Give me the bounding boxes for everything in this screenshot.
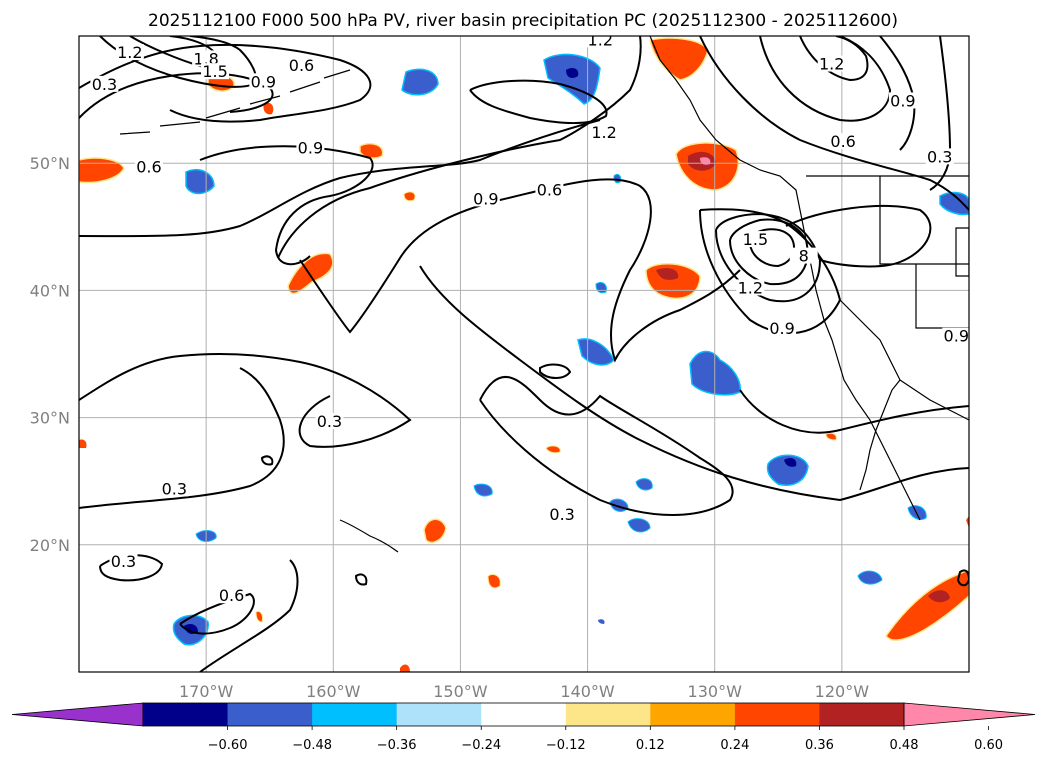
colorbar-extend-max	[903, 702, 1036, 727]
contour-label: 1.2	[819, 55, 844, 74]
contour-label-bg	[109, 552, 138, 569]
colorbar-segment	[227, 703, 313, 726]
contour-label: 0.6	[830, 132, 855, 151]
colorbar-segment	[143, 703, 229, 726]
lon-tick-label: 170°W	[179, 682, 234, 701]
contour-label-bg	[471, 190, 500, 207]
contour-label-bg	[192, 50, 221, 67]
contour-label: 0.9	[251, 72, 276, 91]
contour-label: 1.2	[117, 43, 142, 62]
contour-label-bg	[287, 56, 316, 73]
contour-label: 0.9	[944, 327, 969, 346]
colorbar-frame	[142, 702, 905, 727]
colorbar-segment	[481, 703, 567, 726]
contour-label: 1.2	[591, 123, 616, 142]
pv-contours	[79, 36, 969, 672]
colorbar-tick-label: 0.60	[974, 738, 1003, 753]
latitude-labels: 20°N 30°N 40°N 50°N	[30, 154, 70, 555]
lon-tick-label: 140°W	[560, 682, 615, 701]
colorbar-segment	[396, 703, 482, 726]
map-panel: 1.2 1.81.50.90.60.30.90.61.21.21.20.90.60…	[79, 30, 969, 672]
contour-label-bg	[315, 412, 344, 429]
contour-label-bg	[201, 63, 230, 80]
map-frame	[78, 35, 970, 673]
contour-label-bg	[925, 148, 954, 165]
contour-label-bg	[296, 139, 325, 156]
lat-tick-label: 50°N	[30, 154, 70, 173]
contour-label: 0.9	[890, 91, 915, 110]
colorbar-tick-label: 0.36	[805, 738, 834, 753]
contour-label-bg	[586, 36, 615, 48]
lat-tick-label: 40°N	[30, 281, 70, 300]
colorbar-tick-label: −0.48	[292, 738, 332, 753]
contour-label-bg	[942, 327, 969, 344]
lon-tick-label: 150°W	[433, 682, 488, 701]
colorbar-segment	[565, 703, 651, 726]
colorbar-segment	[819, 703, 905, 726]
contour-label: 0.3	[927, 147, 952, 166]
contour-label-bg	[789, 247, 818, 264]
contour-label: 0.3	[317, 412, 342, 431]
colorbar-tick-label: −0.12	[546, 738, 586, 753]
contour-label: 0.6	[136, 158, 161, 177]
contour-label-bg	[160, 480, 189, 497]
colorbar-tick-label: −0.60	[208, 738, 248, 753]
lon-tick-label: 130°W	[688, 682, 743, 701]
contour-label-bg	[249, 73, 278, 90]
lat-tick-label: 20°N	[30, 536, 70, 555]
contour-label-bg	[115, 44, 144, 61]
contour-label-bg	[888, 92, 917, 109]
lat-tick-label: 30°N	[30, 409, 70, 428]
colorbar-tick-label: 0.12	[636, 738, 665, 753]
contour-label-bg	[736, 279, 765, 296]
map-title: 2025112100 F000 500 hPa PV, river basin …	[148, 11, 898, 31]
contour-label: 0.3	[549, 505, 574, 524]
contour-label-bg	[548, 505, 577, 522]
colorbar	[11, 702, 1036, 727]
contour-labels: 1.2 1.81.50.90.60.30.90.61.21.21.20.90.60…	[90, 30, 969, 605]
lon-tick-label: 160°W	[306, 682, 361, 701]
contour-label: 0.9	[473, 189, 498, 208]
contour-label: 1.5	[202, 62, 227, 81]
colorbar-tick-label: 0.48	[890, 738, 919, 753]
contour-label: 1.2	[738, 278, 763, 297]
gridlines	[79, 36, 969, 672]
colorbar-tick-labels: −0.60 −0.48 −0.36 −0.24 −0.12 0.12 0.24 0.36 0.4…	[208, 726, 1003, 753]
contour-label-bg	[535, 181, 564, 198]
contour-label: 0.6	[289, 56, 314, 75]
contour-label: 8	[799, 247, 809, 266]
colorbar-tick-label: −0.24	[461, 738, 501, 753]
contour-label-bg	[741, 231, 770, 248]
contour-label: 0.6	[219, 586, 244, 605]
contour-label-bg	[768, 320, 797, 337]
contour-label-bg	[217, 587, 246, 604]
colorbar-tick-label: −0.36	[377, 738, 417, 753]
contour-label-bg	[90, 75, 119, 92]
colorbar-segment	[650, 703, 736, 726]
contour-label-bg	[829, 133, 858, 150]
contour-label: 0.3	[92, 75, 117, 94]
contour-label-bg	[590, 124, 619, 141]
contour-label-bg	[817, 55, 846, 72]
contour-label: 0.9	[769, 319, 794, 338]
colorbar-extend-min	[11, 702, 144, 727]
precip-shading	[79, 37, 969, 672]
colorbar-segment	[734, 703, 820, 726]
colorbar-tick-label: 0.24	[720, 738, 749, 753]
contour-label: 1.5	[743, 230, 768, 249]
contour-label: 0.9	[298, 138, 323, 157]
contour-label: 0.3	[162, 479, 187, 498]
colorbar-segment	[312, 703, 398, 726]
contour-label: 1.2	[588, 30, 613, 49]
contour-label-bg	[134, 158, 163, 175]
lon-tick-label: 120°W	[815, 682, 870, 701]
contour-label: 0.3	[111, 552, 136, 571]
longitude-labels: 170°W 160°W 150°W 140°W 130°W 120°W	[179, 682, 869, 701]
contour-label: 0.6	[537, 180, 562, 199]
